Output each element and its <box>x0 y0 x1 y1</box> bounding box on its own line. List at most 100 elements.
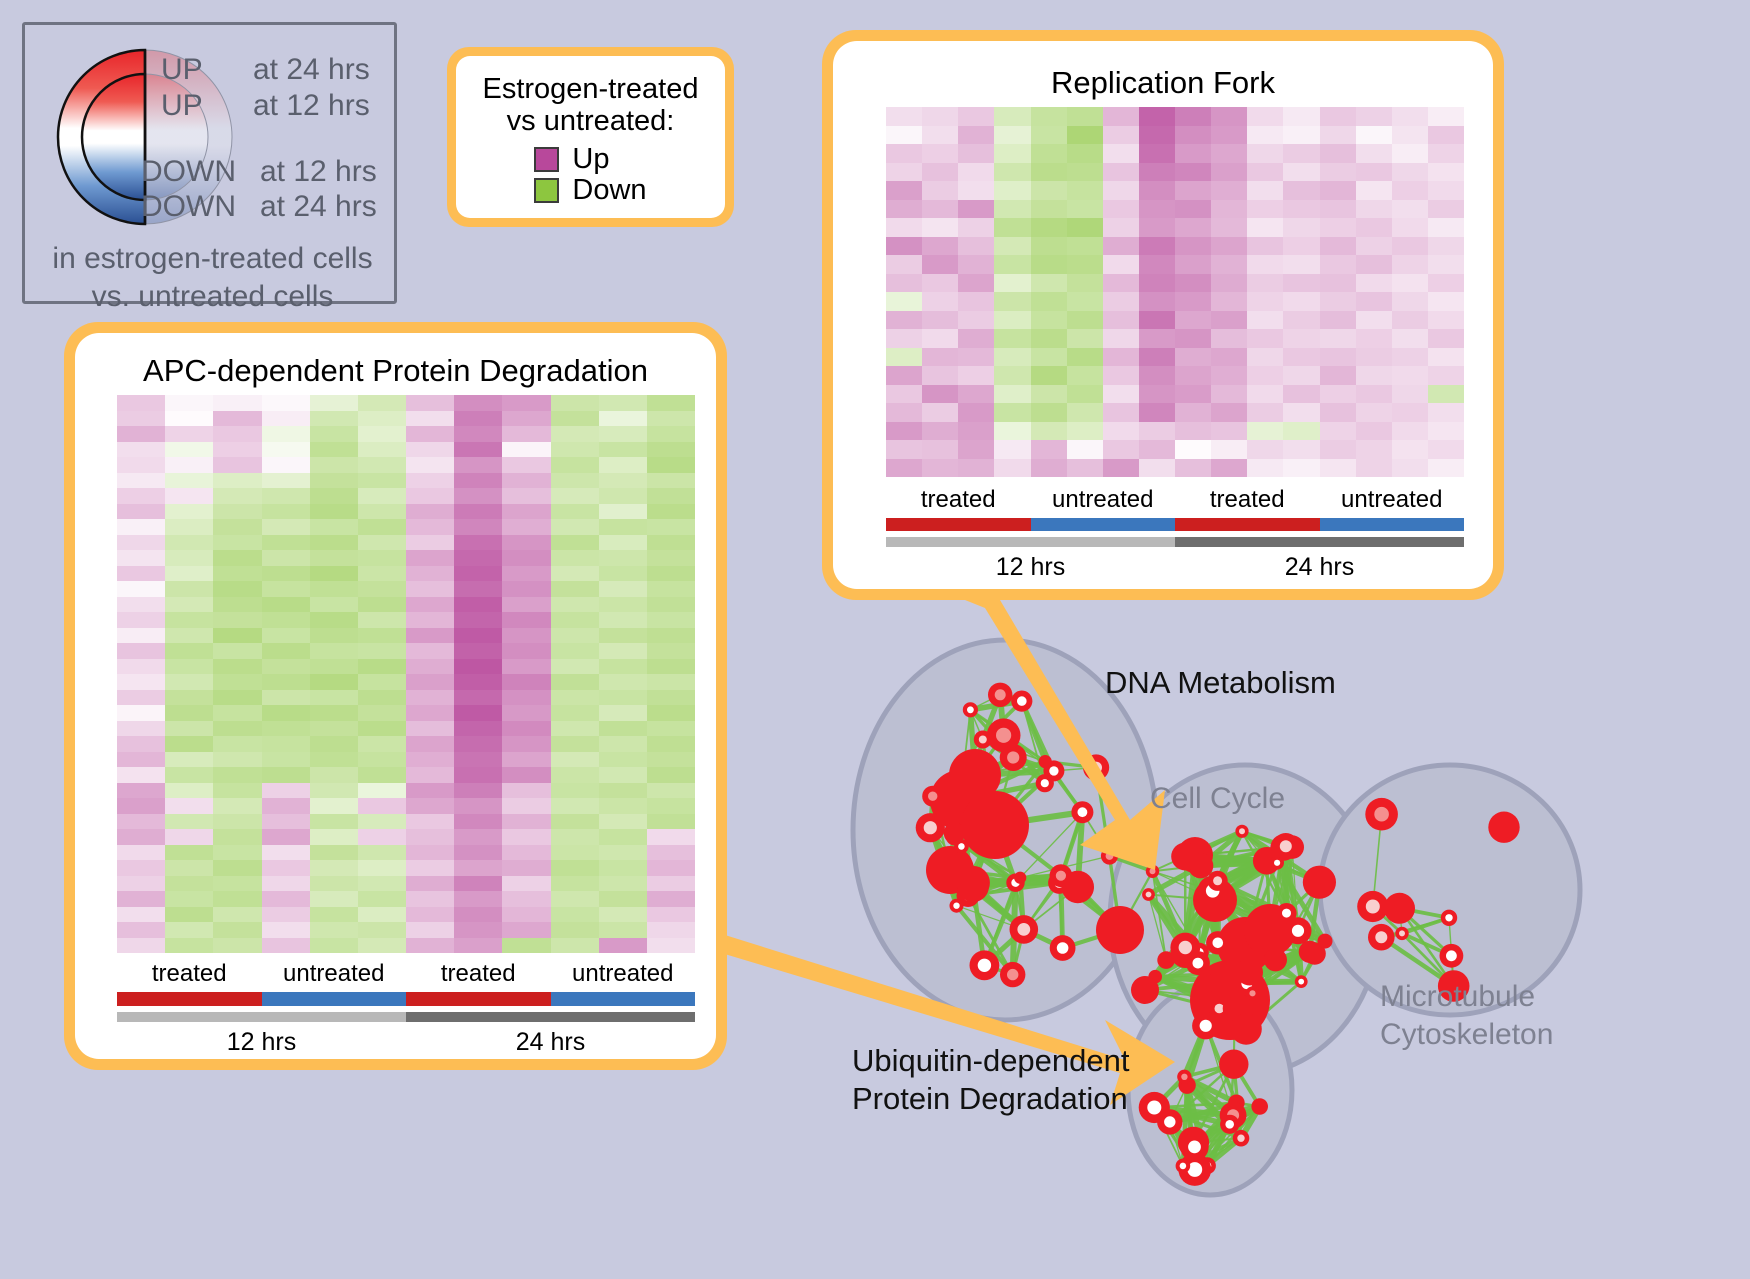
network-node-core <box>958 843 965 850</box>
group-segment-2 <box>406 992 551 1006</box>
cluster-label-ubiquitin-protein-degradation: Ubiquitin-dependent Protein Degradation <box>852 1042 1130 1118</box>
cluster-label-ubiquitin-line1: Ubiquitin-dependent <box>852 1043 1130 1078</box>
legend-item-down: Down <box>534 174 647 207</box>
cluster-label-dna-metabolism: DNA Metabolism <box>1105 665 1336 700</box>
network-node-core <box>1077 807 1088 818</box>
network-node-core <box>1213 876 1223 886</box>
replication-group-label-2: treated <box>1209 486 1285 513</box>
colorwheel-time-3: at 24 hrs <box>260 190 377 223</box>
colorwheel-state-0: UP <box>161 53 203 86</box>
network-node-core <box>1049 766 1059 776</box>
network-node-core <box>1298 978 1305 985</box>
apc-group-labels: treated untreated treated untreated <box>117 960 695 988</box>
network-node-core <box>1374 806 1389 822</box>
cluster-label-microtubule-line1: Microtubule <box>1380 980 1536 1013</box>
network-node <box>957 870 989 903</box>
network-node <box>1302 865 1336 899</box>
network-node-core <box>1147 1100 1162 1115</box>
colorwheel-legend-box: UP at 24 hrs UP at 12 hrs DOWN at 12 hrs… <box>22 22 397 313</box>
network-diagram <box>850 637 1583 1198</box>
replication-time-label-1: 24 hrs <box>1284 553 1355 581</box>
colorwheel-time-2: at 12 hrs <box>260 155 377 188</box>
network-node <box>1219 1049 1249 1079</box>
colorwheel-graphic <box>56 48 233 226</box>
panel-replication-inner: Replication Fork treated untreated treat… <box>833 41 1493 589</box>
group-segment-1 <box>1030 518 1175 531</box>
replication-group-bar <box>886 518 1464 531</box>
network-node <box>1230 1013 1262 1045</box>
network-node-core <box>1249 990 1256 997</box>
replication-group-label-3: untreated <box>1341 486 1443 513</box>
group-segment-3 <box>550 992 695 1006</box>
apc-time-bar <box>117 1012 695 1022</box>
replication-time-labels: 12 hrs 24 hrs <box>886 553 1464 582</box>
legend-label-up: Up <box>572 143 610 176</box>
network-node-core <box>1365 899 1380 914</box>
network-node-core <box>1149 868 1156 875</box>
network-node-core <box>996 727 1012 743</box>
cluster-label-ubiquitin-line2: Protein Degradation <box>852 1080 1128 1116</box>
group-segment-3 <box>1319 518 1464 531</box>
network-node <box>943 822 966 844</box>
apc-group-label-3: untreated <box>572 960 674 987</box>
panel-replication-title: Replication Fork <box>1051 65 1275 100</box>
replication-time-label-0: 12 hrs <box>995 553 1066 581</box>
network-node-core <box>1017 696 1027 706</box>
legend-label-down: Down <box>572 174 647 207</box>
network-node-core <box>1199 1019 1212 1032</box>
colorwheel-caption-line1: in estrogen-treated cells <box>52 242 373 275</box>
heatmap-apc-dependent <box>117 395 695 953</box>
colorwheel-time-1: at 12 hrs <box>253 89 370 122</box>
network-node-core <box>1279 840 1292 853</box>
apc-group-bar <box>117 992 695 1006</box>
network-node-core <box>1179 1162 1187 1170</box>
network-node-core <box>1445 914 1453 922</box>
network-node-core <box>1007 751 1020 764</box>
time-segment-0 <box>117 1012 406 1022</box>
network-node-core <box>978 735 987 744</box>
panel-apc-dependent: APC-dependent Protein Degradation treate… <box>64 322 727 1070</box>
network-node-core <box>1225 1120 1234 1129</box>
network-node-core <box>1375 931 1388 944</box>
network-node <box>949 749 1001 801</box>
replication-group-label-0: treated <box>920 486 996 513</box>
network-node-core <box>977 958 992 972</box>
down-swatch-icon <box>534 178 560 204</box>
replication-time-bar <box>886 537 1464 547</box>
network-node <box>1488 811 1520 843</box>
network-node-core <box>1007 968 1019 981</box>
updown-title-line2: vs untreated: <box>506 105 675 137</box>
network-node <box>1171 842 1200 871</box>
network-node <box>1131 976 1159 1004</box>
network-node-core <box>1056 942 1069 954</box>
replication-group-label-1: untreated <box>1052 486 1154 513</box>
network-node-core <box>1090 761 1102 774</box>
colorwheel-state-1: UP <box>161 89 203 122</box>
network-node-core <box>994 689 1006 701</box>
network-node <box>1236 958 1263 986</box>
network-node-core <box>1164 1116 1176 1128</box>
network-node-core <box>1187 1162 1203 1177</box>
network-node-core <box>1237 1134 1245 1142</box>
legend-item-up: Up <box>534 145 646 174</box>
network-node-core <box>1178 940 1192 955</box>
network-node <box>1014 871 1027 884</box>
time-segment-0 <box>886 537 1175 547</box>
network-node-core <box>1282 908 1291 918</box>
up-swatch-icon <box>534 147 560 173</box>
time-segment-1 <box>1175 537 1464 547</box>
cluster-label-cell-cycle: Cell Cycle <box>1150 782 1286 815</box>
network-node-core <box>928 791 938 801</box>
network-node-core <box>953 902 960 909</box>
colorwheel-state-3: DOWN <box>141 190 236 223</box>
network-node-core <box>1017 923 1031 936</box>
heatmap-replication-fork <box>886 107 1464 477</box>
replication-group-labels: treated untreated treated untreated <box>886 486 1464 514</box>
network-node <box>1096 906 1144 954</box>
network-node <box>1317 933 1333 949</box>
network-node-core <box>1212 937 1224 949</box>
network-node-core <box>1399 930 1405 937</box>
time-segment-1 <box>406 1012 695 1022</box>
network-node <box>1205 973 1225 993</box>
